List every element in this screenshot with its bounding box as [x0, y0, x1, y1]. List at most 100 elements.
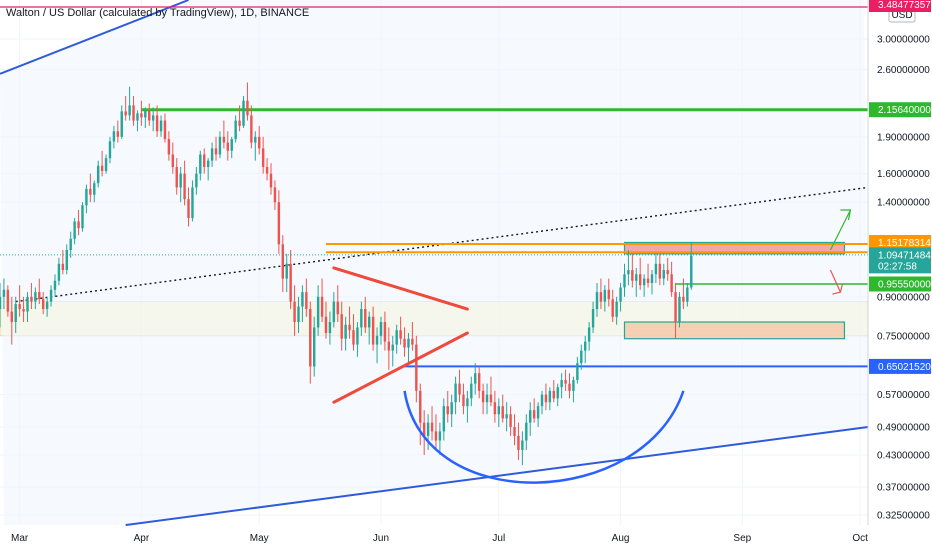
candle-body [81, 205, 84, 229]
candle-body [686, 287, 689, 302]
candle-body [285, 263, 288, 279]
candle-body [635, 274, 638, 281]
candle-body [446, 406, 449, 415]
candle-body [140, 113, 143, 118]
candle-body [93, 183, 96, 195]
candle-body [226, 142, 230, 151]
candle-body [674, 292, 677, 323]
candle-body [638, 274, 642, 286]
triangle-upper-line [332, 266, 469, 311]
drawing-lines [0, 0, 869, 526]
price-labels: 3.484773572.156400001.151783141.10794051… [869, 0, 931, 374]
candle-body [650, 274, 654, 283]
candle-body [548, 390, 552, 403]
price-tick-label: 1.40000000 [877, 198, 930, 209]
candle-body [415, 344, 418, 391]
candle-body [100, 165, 104, 171]
triangle-lower-line [332, 331, 469, 404]
candle-body [532, 410, 536, 419]
candle-body [529, 410, 532, 423]
candle-body [179, 173, 182, 188]
price-tick-label: 0.75000000 [877, 331, 930, 342]
candle-body [587, 327, 591, 342]
candle-body [631, 270, 634, 281]
candle-body [203, 154, 206, 168]
candle-body [682, 296, 685, 302]
candle-body [434, 431, 438, 441]
candle-body [627, 270, 630, 275]
candle-body [159, 120, 163, 132]
candle-body [254, 136, 257, 143]
candle-body [364, 309, 367, 328]
candle-body [281, 244, 285, 279]
price-label-value: 3.48477357 [878, 0, 931, 11]
candle-body [595, 292, 599, 310]
time-tick-label: Mar [11, 533, 29, 544]
candle-body [14, 304, 17, 323]
candle-body [269, 173, 273, 188]
candle-body [309, 309, 312, 367]
candle-body [49, 289, 53, 302]
candle-body [22, 309, 25, 312]
candle-body [501, 406, 504, 419]
candle-body [340, 314, 343, 339]
zones [0, 0, 869, 525]
candle-body [328, 322, 332, 334]
candle-body [250, 115, 253, 143]
candle-body [163, 120, 167, 140]
candle-body [116, 131, 120, 137]
candle-body [544, 394, 548, 403]
price-label-value: 2.15640000 [878, 105, 931, 116]
price-label-value: 0.95550000 [878, 279, 931, 290]
candle-body [690, 255, 693, 288]
candle-body [273, 187, 277, 203]
candle-body [6, 289, 10, 312]
candle-body [238, 120, 241, 126]
candle-body [583, 341, 587, 351]
drawing-shapes [332, 209, 852, 484]
candle-body [458, 383, 461, 395]
candle-body [383, 322, 387, 342]
candle-body [658, 263, 662, 279]
time-axis[interactable]: Mar Apr May Jun Jul Aug Sep Oct [11, 533, 868, 544]
candle-body [242, 100, 245, 126]
candle-body [89, 188, 92, 195]
candle-body [615, 301, 618, 317]
candle-body [360, 309, 363, 328]
candle-body [57, 263, 61, 281]
price-label-box [869, 247, 931, 274]
candle-body [206, 160, 210, 168]
price-label-value: 1.15178314 [878, 238, 931, 249]
candle-body [69, 238, 72, 250]
price-tick-label: 0.43000000 [877, 450, 930, 461]
price-tick-label: 0.57000000 [877, 390, 930, 401]
arrow-up-head [840, 209, 852, 221]
candle-body [662, 270, 665, 279]
candle-body [199, 154, 202, 174]
candle-body [474, 373, 477, 384]
candle-body [41, 299, 45, 310]
cup-arc [403, 390, 685, 484]
candle-body [230, 139, 233, 151]
candle-body [454, 383, 457, 403]
price-axis[interactable]: 3.00000000 2.60000000 1.90000000 1.60000000… [877, 35, 930, 522]
candles [0, 82, 693, 466]
candle-body [218, 136, 222, 155]
candle-body [477, 373, 481, 391]
candle-body [30, 296, 33, 302]
time-tick-label: Sep [733, 533, 751, 544]
channel-fill [0, 0, 868, 525]
candle-body [481, 390, 485, 403]
candle-body [525, 422, 528, 441]
price-axis-background[interactable] [868, 0, 932, 550]
candle-body [611, 299, 614, 317]
candle-body [234, 120, 237, 140]
candle-body [568, 383, 571, 391]
price-label-box [869, 0, 931, 12]
candle-body [258, 136, 261, 149]
candle-body [261, 148, 265, 168]
candle-body [297, 306, 300, 323]
candle-body [65, 249, 68, 271]
currency-label[interactable]: USD [891, 10, 912, 21]
